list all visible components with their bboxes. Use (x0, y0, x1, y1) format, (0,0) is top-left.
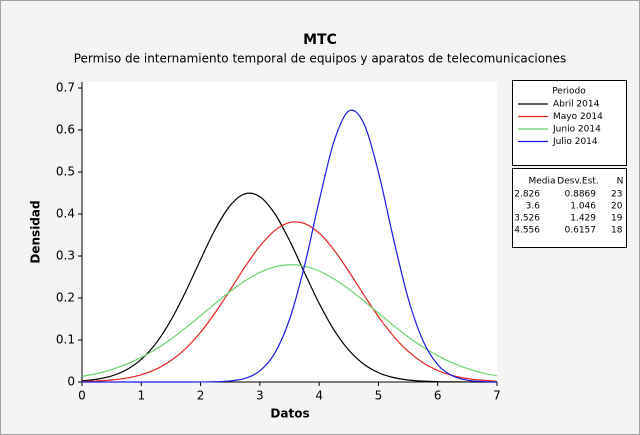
x-tick-label: 3 (256, 389, 264, 403)
density-line (81, 221, 498, 383)
x-axis-label: Datos (270, 407, 309, 421)
x-tick-label: 0 (78, 389, 86, 403)
y-tick-label: 0.7 (56, 81, 75, 95)
legend-title: Periodo (552, 87, 586, 97)
stats-cell: 23 (611, 190, 622, 200)
stats-cell: 3.526 (514, 214, 540, 224)
stats-header: Desv.Est. (557, 177, 598, 187)
y-tick-label: 0.4 (56, 207, 75, 221)
stats-cell: 20 (611, 202, 623, 212)
stats-cell: 4.556 (514, 226, 540, 236)
stats-cell: 18 (611, 226, 623, 236)
stats-cell: 0.6157 (565, 226, 597, 236)
legend-box (512, 80, 627, 166)
y-tick-label: 0.6 (56, 123, 75, 137)
plot-area (82, 82, 497, 382)
y-tick-label: 0.2 (56, 291, 75, 305)
legend-label: Mayo 2014 (553, 112, 603, 122)
stats-cell: 19 (611, 214, 623, 224)
x-tick-label: 1 (137, 389, 145, 403)
chart-title: MTC (303, 32, 337, 48)
y-axis-label: Densidad (29, 200, 43, 263)
y-tick-label: 0.1 (56, 333, 75, 347)
y-tick-label: 0.3 (56, 249, 75, 263)
y-tick-label: 0 (67, 375, 75, 389)
x-tick-label: 5 (375, 389, 383, 403)
x-tick-label: 6 (434, 389, 442, 403)
stats-cell: 0.8869 (565, 190, 597, 200)
y-tick-label: 0.5 (56, 165, 75, 179)
legend-label: Julio 2014 (552, 137, 598, 147)
stats-cell: 1.046 (570, 202, 596, 212)
stats-header: Media (528, 177, 555, 187)
stats-box (512, 168, 627, 248)
x-tick-label: 7 (493, 389, 501, 403)
x-tick-label: 4 (315, 389, 323, 403)
legend-label: Junio 2014 (552, 125, 601, 135)
stats-cell: 1.429 (570, 214, 596, 224)
stats-header: N (617, 177, 624, 187)
stats-cell: 2.826 (514, 190, 540, 200)
stats-cell: 3.6 (526, 202, 541, 212)
x-tick-label: 2 (197, 389, 205, 403)
legend-label: Abril 2014 (553, 100, 600, 110)
density-line (81, 192, 498, 383)
chart-subtitle: Permiso de internamiento temporal de equ… (74, 52, 567, 66)
density-line (82, 109, 498, 383)
